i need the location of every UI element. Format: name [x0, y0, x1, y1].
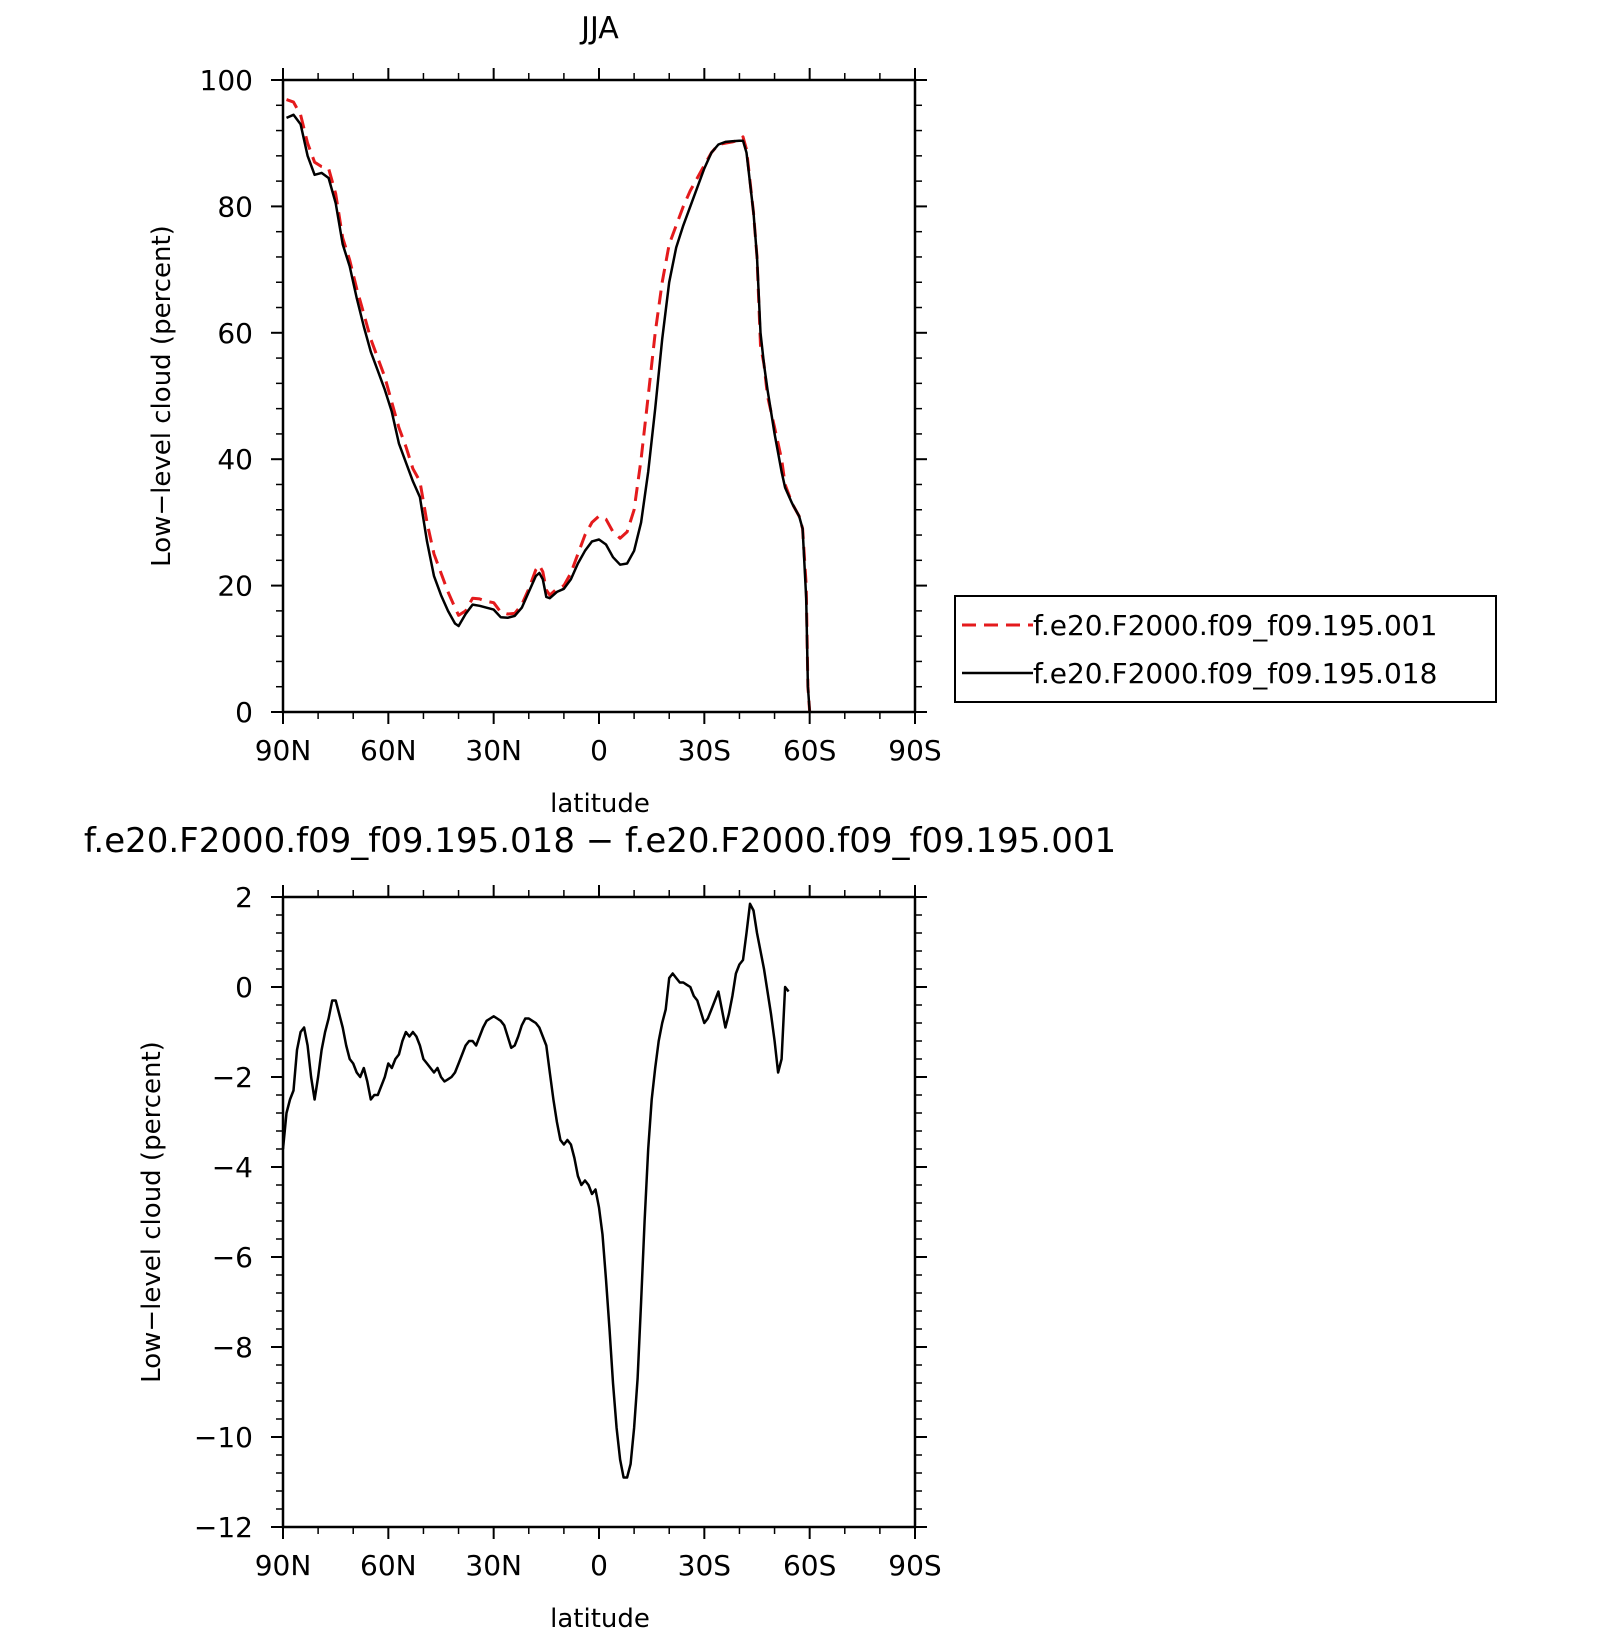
y-tick-label: −4	[212, 1151, 253, 1184]
y-tick-label: 20	[217, 570, 253, 603]
y-tick-label: 0	[235, 696, 253, 729]
top-series	[285, 98, 812, 713]
legend-label-001: f.e20.F2000.f09_f09.195.001	[1033, 609, 1437, 642]
y-tick-label: −8	[212, 1331, 253, 1364]
y-tick-label: 100	[200, 64, 253, 97]
y-tick-label: −6	[212, 1241, 253, 1274]
x-tick-label: 60S	[783, 1549, 836, 1582]
top-ticks	[271, 68, 927, 724]
top-y-tick-labels: 0 20 40 60 80 100	[200, 64, 253, 729]
legend-label-018: f.e20.F2000.f09_f09.195.018	[1033, 657, 1437, 690]
top-chart-title: JJA	[579, 11, 619, 46]
x-tick-label: 30S	[678, 734, 731, 767]
series-line-0	[281, 902, 790, 1479]
x-tick-label: 90N	[255, 1549, 312, 1582]
bottom-x-tick-labels: 90N 60N 30N 0 30S 60S 90S	[255, 1549, 942, 1582]
y-tick-label: 0	[235, 971, 253, 1004]
y-tick-label: −10	[194, 1421, 253, 1454]
y-tick-label: 60	[217, 317, 253, 350]
top-plot-frame	[281, 78, 917, 714]
x-tick-label: 60S	[783, 734, 836, 767]
x-tick-label: 90N	[255, 734, 312, 767]
bottom-chart-title: f.e20.F2000.f09_f09.195.018 − f.e20.F200…	[84, 821, 1116, 861]
x-tick-label: 30N	[465, 734, 522, 767]
x-tick-label: 0	[590, 1549, 608, 1582]
bottom-y-axis-label: Low−level cloud (percent)	[137, 1041, 167, 1383]
top-panel: JJA 0 20 40 60 80 100 90N 60N 30N 0 30S 60S 90S lat…	[147, 11, 1497, 819]
y-tick-label: 40	[217, 443, 253, 476]
y-tick-label: −2	[212, 1061, 253, 1094]
y-tick-label: 80	[217, 190, 253, 223]
x-tick-label: 30N	[465, 1549, 522, 1582]
y-tick-label: 2	[235, 881, 253, 914]
bottom-plot-frame	[281, 895, 917, 1529]
x-tick-label: 60N	[360, 1549, 417, 1582]
top-y-axis-label: Low−level cloud (percent)	[147, 225, 177, 567]
top-x-axis-label: latitude	[550, 789, 650, 819]
x-tick-label: 60N	[360, 734, 417, 767]
series-line-0	[285, 98, 812, 713]
x-tick-label: 0	[590, 734, 608, 767]
legend: f.e20.F2000.f09_f09.195.001 f.e20.F2000.…	[954, 595, 1497, 703]
x-tick-label: 90S	[888, 734, 941, 767]
bottom-series	[281, 902, 790, 1479]
x-tick-label: 30S	[678, 1549, 731, 1582]
bottom-panel: f.e20.F2000.f09_f09.195.018 − f.e20.F200…	[84, 821, 1116, 1634]
legend-box	[954, 595, 1497, 703]
x-tick-label: 90S	[888, 1549, 941, 1582]
bottom-y-tick-labels: −12 −10 −8 −6 −4 −2 0 2	[194, 881, 253, 1544]
top-x-tick-labels: 90N 60N 30N 0 30S 60S 90S	[255, 734, 942, 767]
y-tick-label: −12	[194, 1511, 253, 1544]
series-line-1	[285, 113, 811, 713]
bottom-x-axis-label: latitude	[550, 1604, 650, 1634]
